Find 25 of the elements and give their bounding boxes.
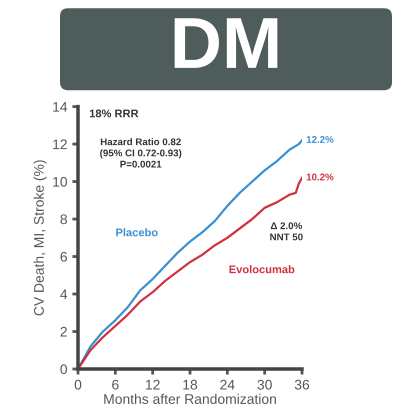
annotation: 10.2% (306, 174, 334, 180)
y-tick-label: 14 (53, 102, 68, 112)
y-tick-label: 0 (60, 364, 68, 374)
x-tick-label: 18 (183, 380, 198, 390)
y-tick-label: 2 (60, 326, 67, 337)
y-axis-title: CV Death, MI, Stroke (%) (34, 160, 47, 316)
chart-title: DM (174, 18, 278, 68)
x-axis-title: Months after Randomization (104, 394, 276, 404)
y-tick-label: 12 (53, 139, 67, 150)
x-tick-label: 0 (74, 380, 82, 390)
text: Evolocumab (230, 265, 294, 274)
y-tick-label: 8 (60, 214, 67, 224)
x-tick-label: 30 (257, 380, 272, 390)
y-tick-label: 6 (60, 252, 67, 262)
annotation: Δ 2.0% NNT 50 (270, 222, 303, 240)
x-tick-label: 36 (294, 380, 310, 390)
x-tick-label: 6 (112, 380, 119, 390)
annotation: Hazard Ratio 0.82 (95% CI 0.72-0.93) P=0.0021 (100, 138, 182, 168)
x-tick-label: 24 (220, 380, 235, 390)
y-tick-label: 10 (53, 176, 68, 187)
annotation: 18% RRR (90, 110, 138, 118)
text: Placebo (116, 228, 158, 236)
y-tick-label: 4 (60, 290, 68, 300)
x-tick-label: 12 (146, 380, 160, 390)
annotation: 12.2% (306, 136, 334, 143)
